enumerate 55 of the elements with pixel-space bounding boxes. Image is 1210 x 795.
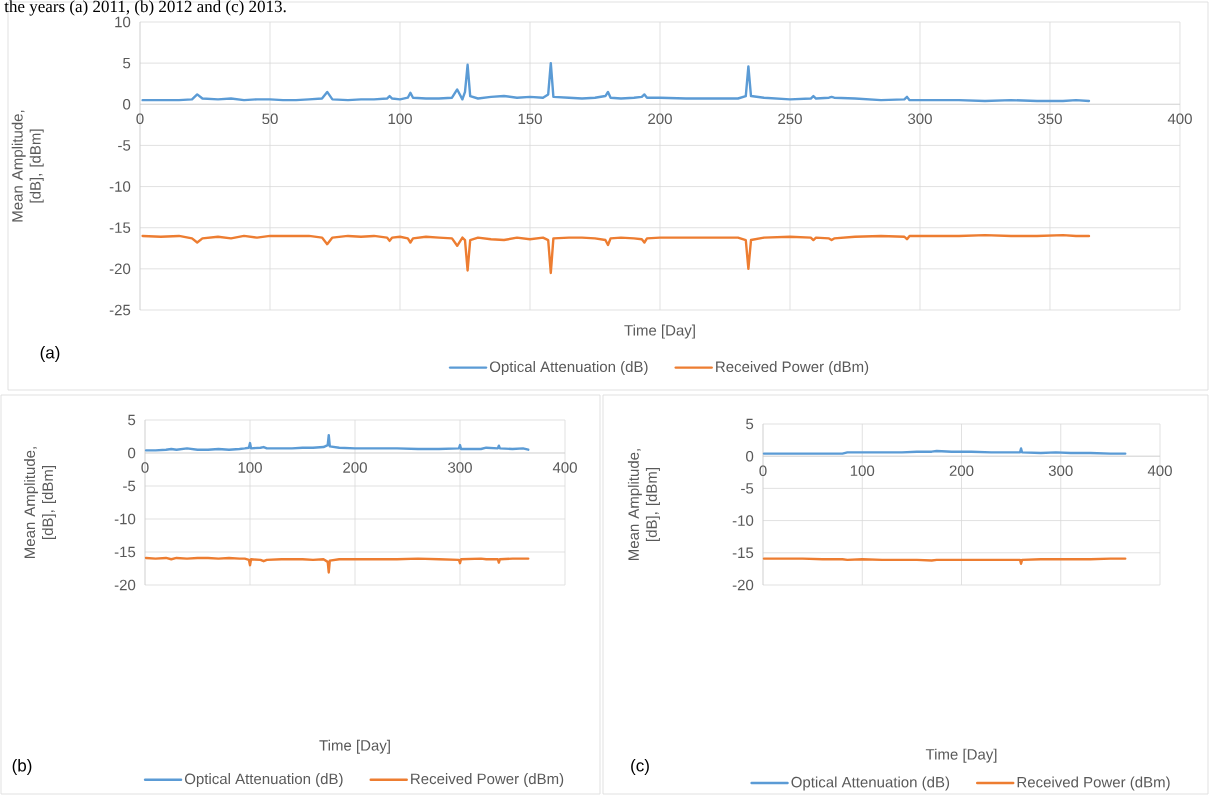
text: (b) <box>12 759 32 775</box>
x-tick-label: 100 <box>850 465 875 476</box>
y-tick-label: -15 <box>732 547 754 559</box>
y-axis-title: Mean Amplitude, [dB], [dBm] <box>11 110 44 222</box>
x-tick-label: 400 <box>1147 465 1172 476</box>
x-tick-label: 200 <box>648 113 672 125</box>
x-tick-label: 400 <box>1167 113 1192 125</box>
y-tick-label: -20 <box>732 579 754 591</box>
y-tick-label: 0 <box>746 450 754 462</box>
text: (c) <box>631 759 649 775</box>
y-tick-label: -20 <box>109 263 131 275</box>
legend-label: Optical Attenuation (dB) <box>489 361 648 375</box>
y-tick-label: 0 <box>128 447 136 459</box>
x-tick-label: 0 <box>759 465 767 476</box>
y-tick-label: -20 <box>114 579 136 591</box>
y-tick-label: 0 <box>123 98 131 110</box>
x-tick-label: 350 <box>1038 113 1062 125</box>
y-tick-label: -15 <box>114 546 136 558</box>
x-tick-label: 100 <box>388 113 412 125</box>
y-tick-label: -25 <box>109 304 131 316</box>
x-tick-label: 400 <box>552 462 577 473</box>
y-tick-label: -10 <box>114 513 136 525</box>
y-tick-label: 5 <box>746 418 754 430</box>
x-tick-label: 250 <box>778 113 802 125</box>
y-tick-label: -5 <box>118 140 131 151</box>
y-tick-label: 5 <box>123 57 131 69</box>
x-tick-label: 150 <box>518 113 542 125</box>
legend-label: Received Power (dBm) <box>1017 776 1170 791</box>
legend-label: Received Power (dBm) <box>716 361 869 375</box>
y-axis-title: Mean Amplitude, [dB], [dBm] <box>24 447 56 558</box>
y-tick-label: -5 <box>741 483 754 494</box>
y-tick-label: -15 <box>109 222 131 233</box>
text: (a) <box>40 346 60 362</box>
x-tick-label: 200 <box>343 462 367 473</box>
x-tick-label: 300 <box>1048 465 1073 476</box>
x-tick-label: 300 <box>908 113 932 125</box>
y-tick-label: -5 <box>123 480 136 492</box>
x-tick-label: 100 <box>238 462 262 473</box>
y-tick-label: -10 <box>109 181 131 192</box>
legend-label: Optical Attenuation (dB) <box>184 773 343 788</box>
x-tick-label: 50 <box>262 113 278 125</box>
x-axis-title: Time [Day] <box>319 739 390 754</box>
x-axis-title: Time [Day] <box>925 748 997 763</box>
y-tick-label: -10 <box>732 515 754 526</box>
y-tick-label: 10 <box>115 16 131 28</box>
y-tick-label: 5 <box>128 414 136 426</box>
legend-label: Optical Attenuation (dB) <box>791 776 950 791</box>
x-axis-title: Time [Day] <box>624 324 695 339</box>
text: the years (a) 2011, (b) 2012 and (c) 2013. <box>4 0 286 16</box>
legend-label: Received Power (dBm) <box>411 773 564 788</box>
y-axis-title: Mean Amplitude, [dB], [dBm] <box>627 449 660 560</box>
x-tick-label: 300 <box>448 462 472 473</box>
x-tick-label: 0 <box>136 113 144 125</box>
x-tick-label: 0 <box>141 462 149 473</box>
x-tick-label: 200 <box>949 465 974 476</box>
